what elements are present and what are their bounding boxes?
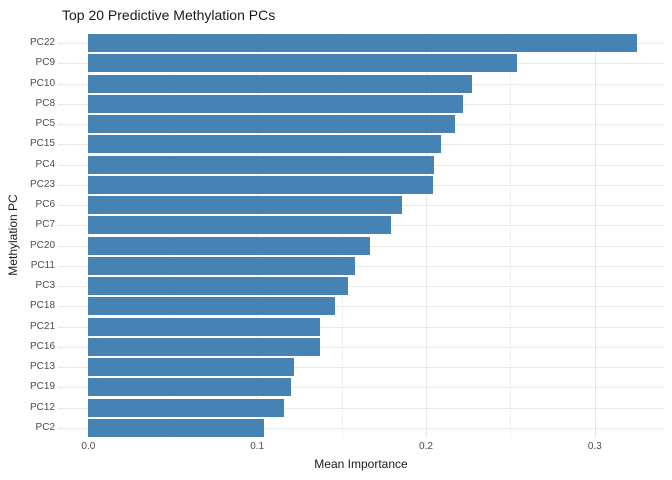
y-tick-label: PC15: [29, 138, 55, 150]
bar: [88, 135, 442, 154]
bar: [88, 236, 371, 255]
y-tick-label: PC7: [35, 219, 55, 231]
gridline-x-minor: [341, 33, 343, 438]
gridline-x-major: [425, 33, 427, 438]
y-tick-label: PC6: [35, 199, 55, 210]
gridline-y: [58, 427, 664, 429]
y-tick-label: PC12: [29, 401, 55, 413]
y-tick-label: PC22: [29, 37, 55, 48]
bar: [88, 175, 433, 194]
y-tick-label: PC19: [29, 381, 55, 393]
bar: [88, 94, 464, 113]
x-tick-label: 0.0: [81, 441, 96, 452]
gridline-y: [58, 367, 664, 369]
gridline-y: [58, 387, 664, 389]
gridline-x-major: [88, 33, 90, 438]
bar: [88, 216, 391, 235]
bar: [88, 297, 335, 316]
y-tick-label: PC11: [30, 259, 55, 271]
x-axis-tick-labels: 0.0 0.1 0.2 0.3: [0, 441, 672, 455]
gridline-x-major: [594, 33, 596, 438]
y-tick-label: PC4: [35, 158, 55, 170]
bar: [88, 277, 349, 296]
bar: [88, 358, 295, 377]
gridline-y: [58, 306, 664, 308]
bar: [88, 155, 435, 174]
y-tick-label: PC20: [29, 239, 55, 251]
y-axis-tick-labels: PC22 PC9 PC10 PC8 PC5 PC15 PC4 PC23 PC6 PC7 PC20 PC…: [0, 33, 55, 438]
gridline-x-minor: [172, 33, 174, 438]
y-tick-label: PC2: [35, 421, 55, 433]
bar: [88, 196, 403, 215]
plot-panel: [58, 33, 664, 438]
y-tick-label: PC5: [35, 118, 55, 129]
bar: [88, 317, 320, 336]
gridline-y: [58, 286, 664, 288]
y-tick-label: PC10: [29, 77, 55, 89]
y-tick-label: PC9: [35, 57, 55, 69]
x-tick-label: 0.2: [419, 441, 433, 452]
y-tick-label: PC3: [35, 280, 55, 291]
x-tick-label: 0.1: [250, 441, 265, 452]
y-tick-label: PC18: [29, 300, 55, 312]
gridline-x-minor: [510, 33, 512, 438]
x-tick-label: 0.3: [587, 441, 602, 452]
gridline-y: [58, 326, 664, 328]
bar: [88, 74, 472, 93]
x-axis-title: Mean Importance: [314, 457, 408, 471]
y-tick-label: PC13: [29, 361, 55, 372]
bar: [88, 378, 291, 397]
y-tick-label: PC21: [29, 320, 55, 332]
y-tick-label: PC23: [29, 178, 55, 190]
bar: [88, 398, 285, 417]
bar: [88, 115, 455, 134]
bar: [88, 54, 518, 73]
bar: [88, 337, 320, 356]
gridline-y: [58, 265, 664, 267]
bar: [88, 418, 264, 437]
y-tick-label: PC16: [29, 340, 55, 352]
gridline-y: [58, 407, 664, 409]
gridline-x-major: [257, 33, 259, 438]
chart-title: Top 20 Predictive Methylation PCs: [62, 7, 276, 23]
y-tick-label: PC8: [35, 97, 55, 109]
bar: [88, 256, 356, 275]
gridline-y: [58, 346, 664, 348]
bar: [88, 34, 637, 53]
